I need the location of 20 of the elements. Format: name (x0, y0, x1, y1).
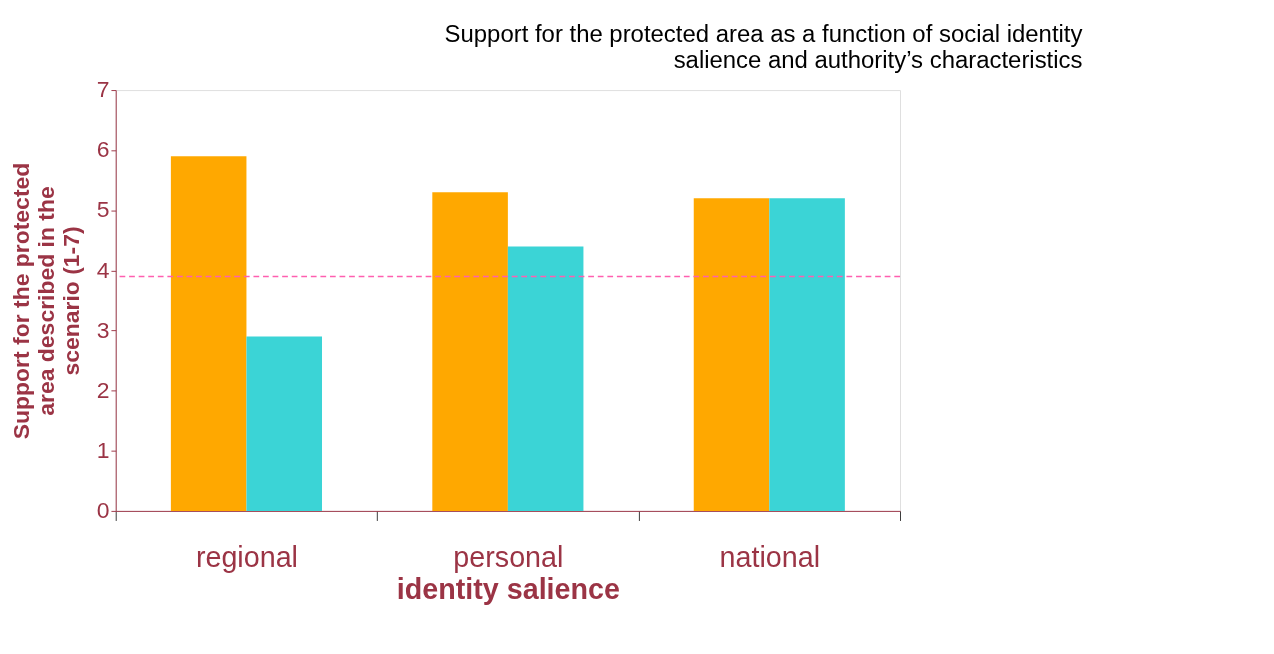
y-tick-label: 1 (96, 436, 110, 463)
bar (170, 156, 247, 511)
bar (769, 198, 845, 511)
y-axis-title: Support for the protected area described in the scenario (1-7) (7, 162, 84, 440)
chart-title: Support for the protected area as a function of social identity salience and authority’s characteristics (444, 20, 1083, 74)
x-tick-label: national (719, 540, 821, 573)
bar (246, 336, 323, 511)
bar (432, 192, 508, 511)
y-tick-label: 2 (96, 376, 110, 403)
bar (507, 246, 584, 511)
y-tick-label: 5 (96, 196, 110, 223)
bar (693, 198, 770, 511)
y-tick-label: 6 (96, 136, 110, 163)
x-tick-label: regional (195, 540, 298, 573)
y-tick-label: 3 (96, 316, 110, 343)
x-axis-title: identity salience (396, 573, 620, 606)
y-tick-label: 4 (96, 256, 110, 283)
y-tick-label: 7 (96, 76, 110, 103)
y-tick-label: 0 (96, 497, 110, 524)
x-tick-label: personal (453, 540, 564, 573)
